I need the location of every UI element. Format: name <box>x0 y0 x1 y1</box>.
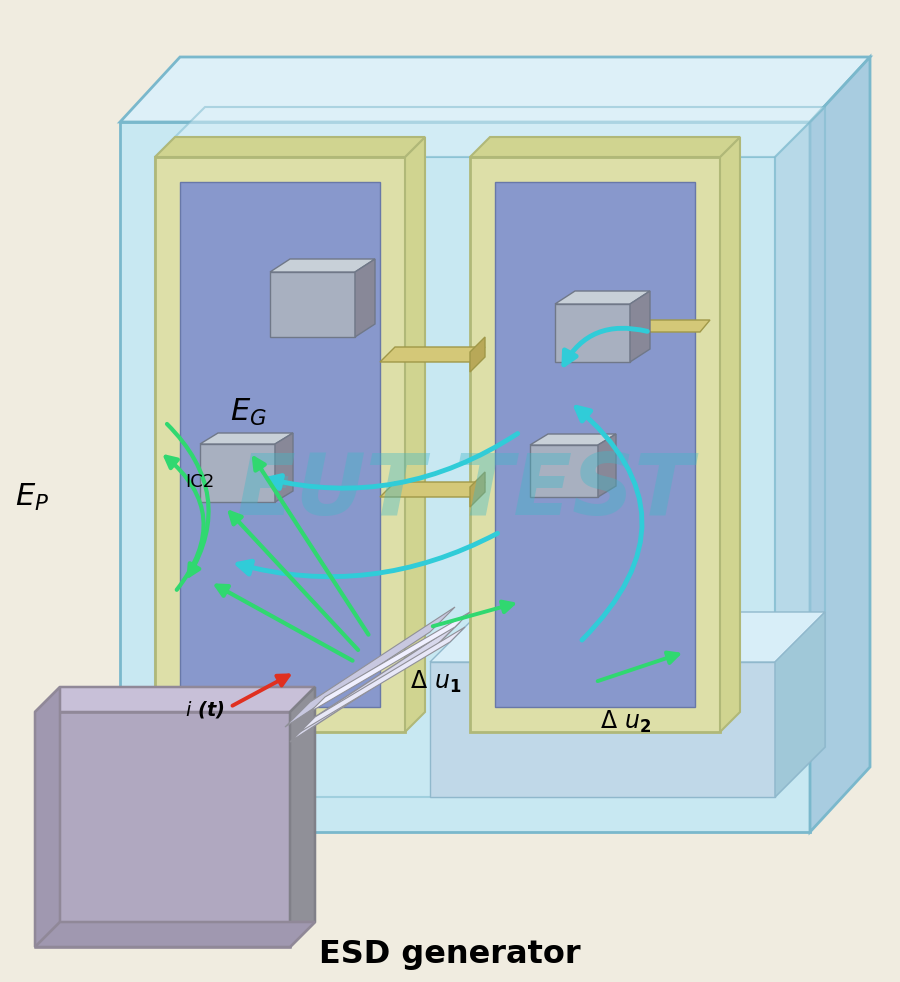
Polygon shape <box>180 182 380 707</box>
Text: EUT TEST: EUT TEST <box>237 451 693 533</box>
Polygon shape <box>310 612 470 712</box>
Polygon shape <box>200 444 275 502</box>
Polygon shape <box>285 607 455 727</box>
Polygon shape <box>430 612 825 662</box>
Polygon shape <box>470 157 720 732</box>
Polygon shape <box>35 687 315 712</box>
Polygon shape <box>35 687 60 947</box>
Polygon shape <box>530 445 598 497</box>
Polygon shape <box>470 472 485 507</box>
Polygon shape <box>775 107 825 797</box>
Polygon shape <box>630 320 710 332</box>
Polygon shape <box>470 337 485 372</box>
Polygon shape <box>555 291 650 304</box>
Polygon shape <box>155 137 425 157</box>
Polygon shape <box>630 291 650 362</box>
Polygon shape <box>355 259 375 337</box>
Polygon shape <box>120 57 870 122</box>
Polygon shape <box>290 622 460 742</box>
Polygon shape <box>300 627 465 732</box>
Text: IC2: IC2 <box>185 473 214 491</box>
Polygon shape <box>35 712 290 947</box>
Polygon shape <box>120 122 810 832</box>
Polygon shape <box>270 259 375 272</box>
Polygon shape <box>470 137 740 157</box>
Polygon shape <box>290 687 315 947</box>
Text: ESD generator: ESD generator <box>320 939 580 970</box>
Text: $\Delta$ $\mathbf{\it{u}}_{\mathbf{2}}$: $\Delta$ $\mathbf{\it{u}}_{\mathbf{2}}$ <box>600 709 652 736</box>
Polygon shape <box>720 137 740 732</box>
Text: $\mathbf{\it{E}}_{\mathbf{\it{G}}}$: $\mathbf{\it{E}}_{\mathbf{\it{G}}}$ <box>230 397 267 427</box>
Polygon shape <box>155 157 405 732</box>
Polygon shape <box>35 922 315 947</box>
Text: $\mathbf{\it{E}}_{\mathbf{\it{P}}}$: $\mathbf{\it{E}}_{\mathbf{\it{P}}}$ <box>15 481 50 513</box>
Polygon shape <box>200 433 293 444</box>
Polygon shape <box>775 612 825 797</box>
Polygon shape <box>380 482 485 497</box>
Polygon shape <box>598 434 616 497</box>
Polygon shape <box>275 433 293 502</box>
Polygon shape <box>430 662 775 797</box>
Polygon shape <box>555 304 630 362</box>
Polygon shape <box>810 57 870 832</box>
Polygon shape <box>155 157 775 797</box>
Text: $\Delta$ $\mathbf{\it{u}}_{\mathbf{1}}$: $\Delta$ $\mathbf{\it{u}}_{\mathbf{1}}$ <box>410 669 462 695</box>
Text: $\mathit{i}$ (t): $\mathit{i}$ (t) <box>185 699 224 721</box>
Polygon shape <box>495 182 695 707</box>
Polygon shape <box>270 272 355 337</box>
Polygon shape <box>530 434 616 445</box>
Polygon shape <box>405 137 425 732</box>
Polygon shape <box>155 107 825 157</box>
Polygon shape <box>380 347 485 362</box>
